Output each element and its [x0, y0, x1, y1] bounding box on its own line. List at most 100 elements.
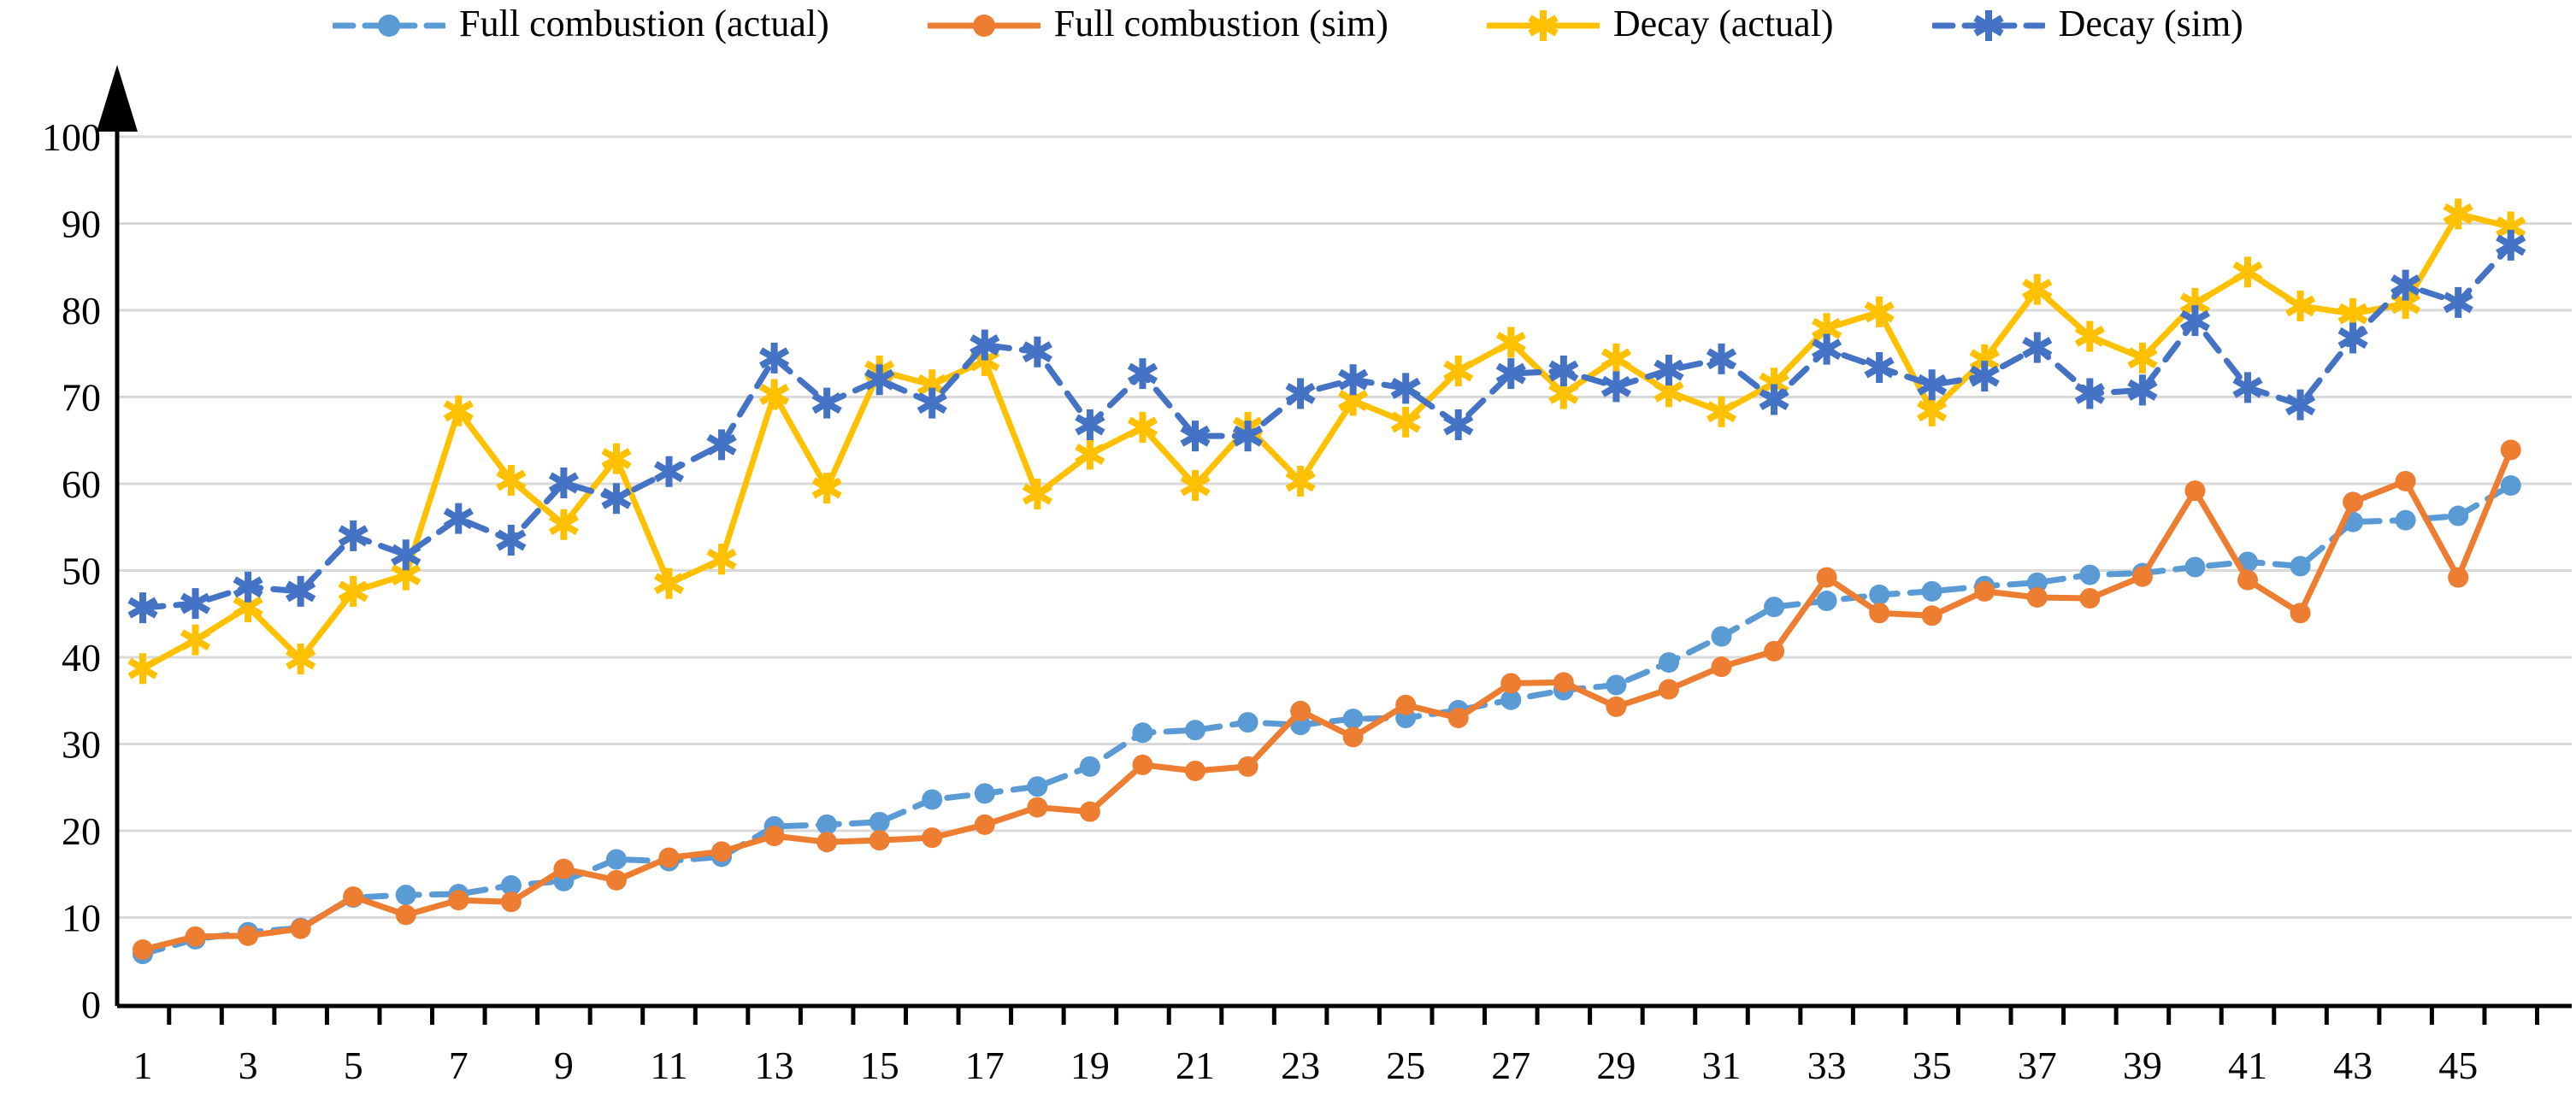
legend-key-full-combustion-actual [333, 15, 446, 37]
asterisk-marker-arm [1495, 332, 1526, 354]
data-point [1180, 470, 1211, 502]
data-point [1917, 395, 1948, 426]
legend-item-decay-actual: Decay (actual) [1486, 5, 1834, 46]
data-point [1974, 580, 1995, 602]
series-full-combustion-sim [133, 439, 2521, 961]
data-point [1706, 343, 1737, 374]
data-point [974, 783, 995, 804]
y-tick-label: 80 [62, 289, 101, 332]
asterisk-marker-arm [2179, 309, 2211, 332]
data-point [1869, 584, 1890, 605]
data-point [1180, 421, 1211, 452]
asterisk-marker-arm [1127, 416, 1158, 438]
x-tick-label: 1 [133, 1044, 153, 1087]
data-point [290, 918, 311, 939]
y-axis-arrow-icon [97, 65, 138, 132]
data-point [500, 874, 522, 896]
data-point [2284, 290, 2316, 321]
data-point [1812, 333, 1842, 365]
x-tick-label: 17 [965, 1044, 1005, 1087]
data-point [1711, 656, 1732, 678]
data-point [127, 592, 158, 624]
data-point [922, 827, 943, 849]
asterisk-marker-arm [2022, 279, 2053, 301]
x-tick-label: 7 [449, 1044, 469, 1087]
data-point [869, 830, 890, 851]
data-point [1653, 355, 1684, 386]
data-point [2074, 321, 2105, 352]
legend-marker-icon [972, 15, 995, 37]
data-point [1237, 756, 1259, 777]
asterisk-marker-arm [496, 469, 527, 491]
series-group [127, 198, 2526, 965]
legend: Full combustion (actual) Full combustion… [0, 5, 2576, 46]
series-line [139, 242, 2514, 611]
data-point [1764, 640, 1785, 662]
x-tick-label: 31 [1702, 1044, 1742, 1087]
data-point [1443, 356, 1474, 387]
data-point [133, 939, 153, 961]
data-point [2127, 342, 2158, 373]
asterisk-marker-arm [2284, 295, 2316, 317]
data-point [869, 811, 890, 832]
x-tick-label: 43 [2333, 1044, 2373, 1087]
data-point [127, 653, 158, 685]
asterisk-marker-arm [1917, 373, 1948, 396]
data-point [706, 544, 737, 575]
asterisk-marker-arm [970, 334, 1000, 356]
data-point [496, 524, 527, 556]
data-point [1132, 722, 1153, 744]
data-point [2184, 480, 2206, 502]
y-tick-label: 70 [62, 376, 101, 420]
data-point [1548, 356, 1579, 387]
data-point [180, 624, 211, 656]
asterisk-marker-arm [338, 580, 368, 603]
x-tick-label: 5 [344, 1044, 363, 1087]
asterisk-marker-arm [1706, 401, 1737, 423]
asterisk-marker-arm [1338, 368, 1369, 391]
y-tick-label: 0 [81, 983, 101, 1026]
asterisk-marker-arm [1443, 414, 1474, 436]
asterisk-marker-arm [1022, 341, 1052, 363]
data-point [759, 342, 790, 373]
data-point [1706, 396, 1737, 427]
x-axis-labels: 1 3 5 7 9 11 13 15 17 19 21 23 25 27 29 31 33 35 37 39 41 43 4… [133, 1044, 2479, 1087]
data-point [1606, 674, 1627, 696]
data-point [2496, 229, 2526, 261]
data-point [1237, 712, 1259, 733]
asterisk-marker-arm [443, 508, 474, 530]
data-point [653, 456, 685, 487]
data-point [286, 644, 316, 675]
asterisk-marker-arm [2496, 234, 2526, 256]
asterisk-marker-arm [496, 529, 527, 551]
data-point [2443, 286, 2473, 318]
data-point [1027, 776, 1048, 797]
asterisk-marker-arm [1548, 382, 1579, 404]
data-point [1022, 336, 1052, 368]
data-point [2500, 475, 2521, 497]
data-point [2079, 564, 2101, 585]
y-tick-label: 20 [62, 809, 101, 853]
data-point [553, 858, 575, 879]
asterisk-marker-arm [1706, 348, 1737, 370]
asterisk-marker-arm [759, 383, 790, 405]
data-point [391, 539, 421, 571]
data-point [1495, 326, 1526, 358]
data-point [2232, 372, 2263, 403]
data-point [2290, 556, 2311, 577]
data-point [1764, 597, 1785, 618]
data-point [180, 588, 211, 620]
asterisk-marker-arm [653, 461, 685, 483]
data-point [2395, 509, 2416, 531]
data-point [443, 395, 474, 426]
x-tick-label: 27 [1491, 1044, 1530, 1087]
asterisk-marker-arm [1759, 372, 1789, 394]
data-point [1969, 361, 2000, 392]
legend-key-decay-sim [1931, 10, 2045, 41]
data-point [2237, 569, 2258, 591]
asterisk-marker-arm [233, 596, 263, 618]
asterisk-marker-arm [601, 487, 632, 509]
asterisk-marker-arm [1969, 349, 2000, 371]
data-point [1864, 297, 1895, 328]
asterisk-marker-arm [180, 592, 211, 615]
